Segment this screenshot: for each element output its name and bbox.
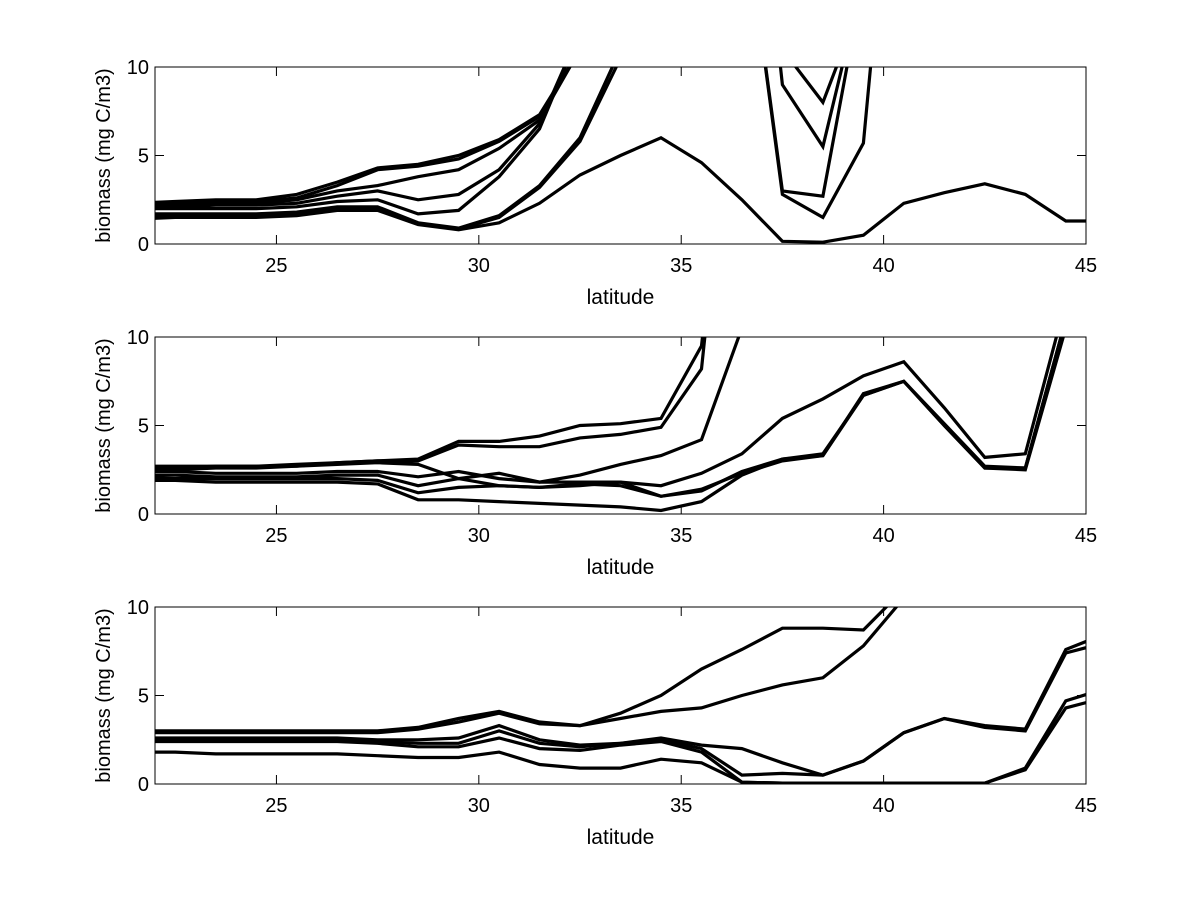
x-tick-label: 45 — [1075, 255, 1097, 277]
series-line-s5 — [155, 67, 839, 209]
subplot-2: 25 30 35 40 45 0 5 10 latitude biomass (mg C/m3) — [93, 327, 1097, 579]
series-line-s2 — [155, 607, 899, 735]
x-tick-label: 25 — [265, 795, 287, 817]
x-tick-label: 30 — [468, 525, 490, 547]
y-tick-label: 0 — [138, 774, 149, 796]
series-line-s8 — [155, 67, 571, 205]
x-tick-label: 35 — [670, 525, 692, 547]
series-line-s3 — [155, 337, 741, 484]
x-axis-label: latitude — [587, 826, 655, 849]
series-line-s7 — [155, 337, 1063, 498]
x-tick-label: 40 — [872, 795, 894, 817]
series-line-s1 — [155, 135, 1086, 244]
y-tick-label: 0 — [138, 504, 149, 526]
series-line-s7 — [155, 67, 572, 205]
axes-box — [154, 606, 1087, 785]
x-axis-label: latitude — [587, 286, 655, 309]
x-tick-label: 25 — [265, 525, 287, 547]
y-tick-label: 5 — [138, 416, 149, 438]
series-group — [155, 607, 1086, 784]
series-line-s4 — [155, 337, 1059, 488]
series-line-s2 — [155, 67, 873, 231]
x-tick-label: 35 — [670, 795, 692, 817]
y-tick-label: 10 — [127, 57, 149, 79]
x-tick-label: 30 — [468, 255, 490, 277]
x-tick-label: 25 — [265, 255, 287, 277]
series-line-s5 — [155, 337, 1063, 498]
x-axis-label: latitude — [587, 556, 655, 579]
series-line-s6 — [155, 67, 572, 207]
series-line-s3 — [155, 67, 849, 230]
x-tick-label: 30 — [468, 795, 490, 817]
subplot-3: 25 30 35 40 45 0 5 10 latitude biomass (mg C/m3) — [93, 597, 1097, 849]
series-line-s6 — [155, 700, 1086, 784]
series-line-s2 — [155, 337, 707, 470]
y-tick-label: 5 — [138, 146, 149, 168]
y-tick-label: 10 — [127, 327, 149, 349]
series-line-s1 — [155, 337, 705, 468]
series-line-s4 — [155, 646, 1086, 777]
x-tick-label: 45 — [1075, 525, 1097, 547]
x-tick-label: 40 — [872, 525, 894, 547]
series-line-s1 — [155, 607, 889, 733]
y-axis-label: biomass (mg C/m3) — [93, 338, 115, 512]
y-tick-label: 10 — [127, 597, 149, 619]
y-tick-label: 0 — [138, 234, 149, 256]
x-tick-label: 35 — [670, 255, 692, 277]
y-axis-label: biomass (mg C/m3) — [93, 608, 115, 782]
subplot-1: 25 30 35 40 45 0 5 10 latitude biomass (mg C/m3) — [93, 57, 1097, 309]
series-group — [155, 337, 1065, 513]
series-group — [155, 67, 1086, 244]
x-tick-label: 45 — [1075, 795, 1097, 817]
series-line-s4 — [155, 67, 844, 216]
y-axis-label: biomass (mg C/m3) — [93, 68, 115, 242]
y-tick-label: 5 — [138, 686, 149, 708]
x-tick-label: 40 — [872, 255, 894, 277]
